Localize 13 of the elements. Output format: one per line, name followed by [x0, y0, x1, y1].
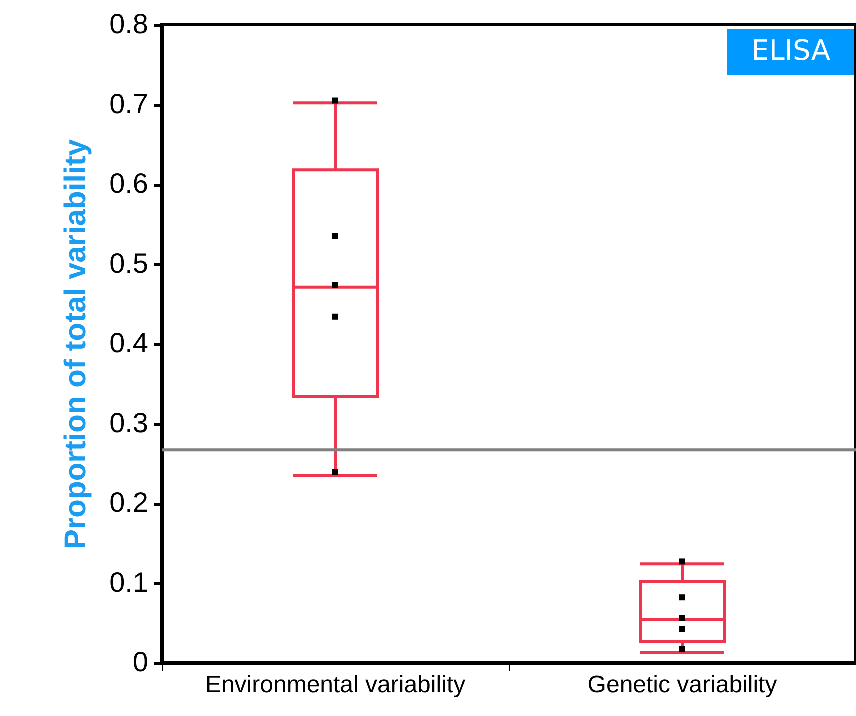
y-tick-label: 0.4	[110, 328, 148, 358]
y-tick-label: 0.7	[110, 88, 148, 120]
y-tick-label: 0.3	[110, 407, 148, 438]
annotation: ELISA	[752, 34, 830, 67]
y-tick-label: 0.1	[110, 566, 148, 598]
y-tick-label: 0.8	[110, 8, 148, 40]
y-tick-label: 0.6	[110, 168, 148, 199]
x-tick-label: Genetic variability	[588, 672, 778, 698]
x-tick-label: Environmental variability	[205, 672, 466, 698]
y-tick-label: 0.5	[110, 248, 148, 279]
y-tick-label: 0.2	[110, 487, 148, 518]
y-tick-label: 0	[132, 646, 148, 678]
y-axis-title: Proportion of total variability	[60, 139, 93, 550]
